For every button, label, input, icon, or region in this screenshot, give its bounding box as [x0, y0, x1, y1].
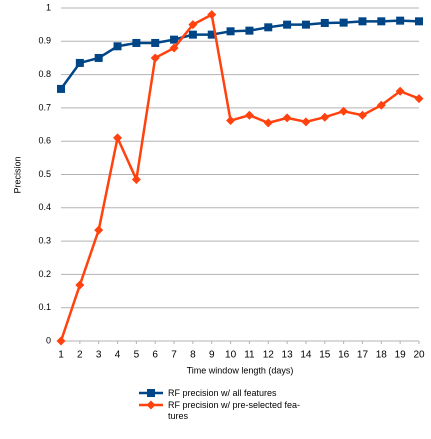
marker [395, 86, 405, 96]
x-tick-label: 16 [338, 350, 350, 361]
y-tick-label: 0.3 [38, 235, 51, 245]
legend: RF precision w/ all features RF precision… [138, 388, 300, 423]
marker [188, 20, 198, 30]
marker [207, 30, 216, 39]
series-line [59, 19, 420, 90]
x-tick-label: 19 [395, 350, 407, 361]
x-tick-label: 6 [152, 350, 158, 361]
y-tick-label: 0.1 [38, 302, 51, 312]
marker [132, 38, 141, 47]
x-tick-label: 2 [77, 350, 83, 361]
x-tick-label: 14 [300, 350, 312, 361]
marker [75, 58, 84, 67]
marker [56, 336, 66, 346]
marker [358, 17, 367, 26]
legend-label: RF precision w/ pre-selected fea- tures [168, 400, 301, 421]
marker [75, 280, 85, 290]
marker [244, 110, 254, 120]
marker [188, 30, 197, 39]
y-tick-label: 1 [46, 2, 51, 12]
x-tick-label: 8 [190, 350, 196, 361]
x-axis-label: Time window length (days) [187, 365, 294, 375]
marker [339, 18, 348, 27]
x-tick-label: 3 [96, 350, 102, 361]
x-tick-label: 5 [134, 350, 140, 361]
marker [57, 84, 65, 93]
x-tick-label: 17 [357, 350, 369, 361]
x-tick-label: 13 [282, 350, 294, 361]
marker [320, 18, 329, 27]
marker [131, 174, 141, 184]
x-tick-label: 1 [58, 350, 64, 361]
chart: Precision Time window length (days) 0 0.1… [12, 2, 425, 375]
marker [147, 389, 155, 397]
y-tick-label: 0.7 [38, 102, 51, 112]
legend-symbol [139, 400, 163, 410]
y-tick-label: 0.8 [38, 69, 51, 79]
y-tick-label: 0 [46, 335, 51, 345]
x-tick-label: 15 [319, 350, 331, 361]
y-tick-label: 0.2 [38, 269, 51, 279]
marker [94, 53, 103, 62]
marker [169, 43, 179, 53]
x-tick-label: 18 [376, 350, 388, 361]
y-tick-label: 0.5 [38, 169, 51, 179]
marker [207, 10, 217, 20]
x-tick-label: 20 [413, 350, 425, 361]
x-tick-label: 10 [225, 350, 237, 361]
legend-symbol [139, 389, 163, 397]
y-axis-label: Precision [12, 156, 22, 193]
marker [320, 112, 330, 122]
marker [377, 17, 386, 26]
marker [245, 26, 254, 35]
x-tick-label: 4 [115, 350, 121, 361]
marker [357, 110, 367, 120]
marker [94, 225, 104, 235]
marker [151, 38, 160, 47]
marker [282, 113, 292, 123]
marker [264, 23, 273, 32]
marker [170, 35, 179, 44]
marker [263, 118, 273, 128]
marker [146, 400, 156, 410]
y-tick-label: 0.9 [38, 36, 51, 46]
series-line [59, 12, 420, 342]
marker [113, 133, 123, 143]
marker [339, 106, 349, 116]
marker [376, 100, 386, 110]
marker [113, 42, 122, 51]
x-tick-label: 12 [263, 350, 275, 361]
marker [301, 117, 311, 127]
marker [226, 116, 236, 126]
marker [396, 16, 405, 25]
x-tick-label: 7 [171, 350, 177, 361]
y-tick-label: 0.4 [38, 202, 51, 212]
marker [414, 94, 424, 104]
x-tick-label: 11 [244, 350, 255, 361]
y-tick-label: 0.6 [38, 136, 51, 146]
marker [301, 20, 310, 29]
legend-label: RF precision w/ all features [168, 388, 277, 398]
marker [226, 27, 235, 36]
x-tick-label: 9 [209, 350, 215, 361]
legend-item: RF precision w/ pre-selected fea- tures [138, 400, 300, 422]
marker [415, 17, 423, 26]
marker [150, 53, 160, 63]
legend-item: RF precision w/ all features [138, 388, 300, 399]
marker [283, 20, 292, 29]
